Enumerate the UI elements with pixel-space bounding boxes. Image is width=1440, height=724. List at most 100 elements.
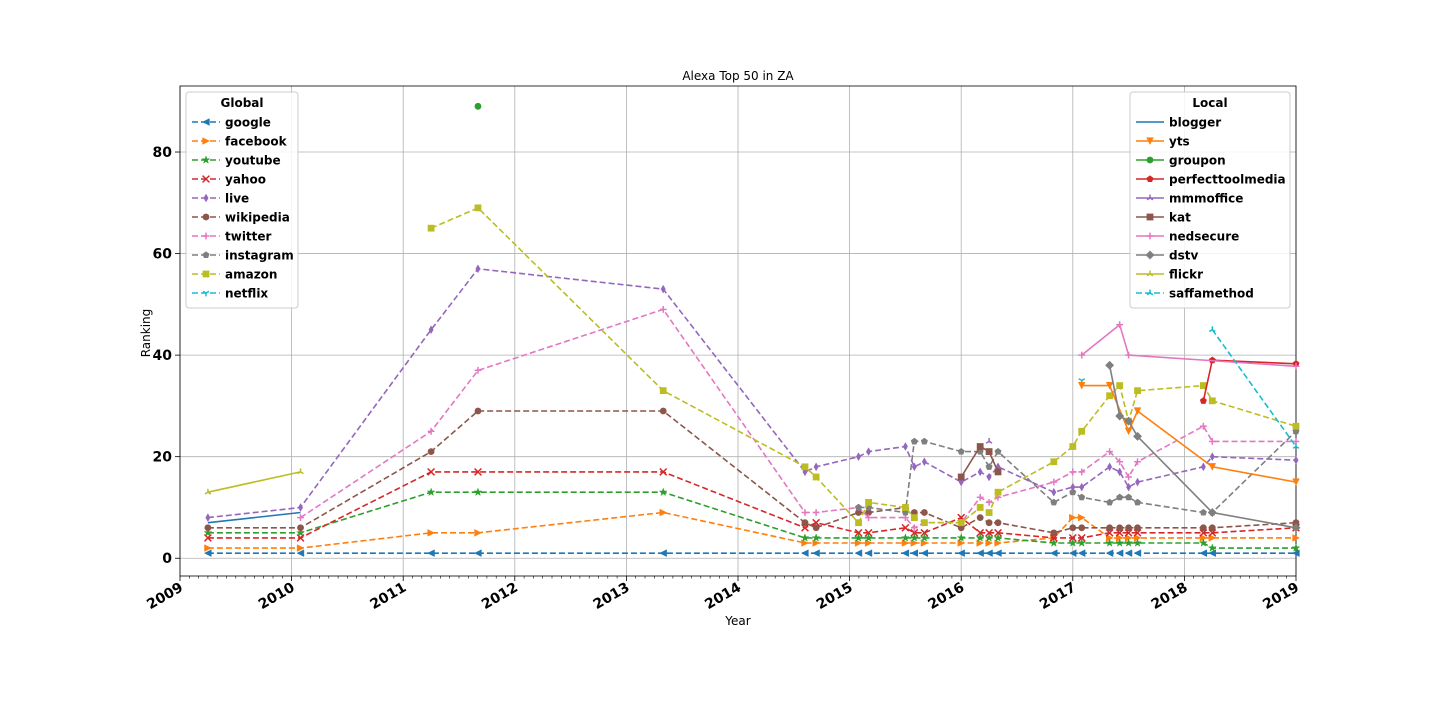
data-point-yahoo [910, 528, 919, 537]
data-point-kat [994, 468, 1002, 476]
data-point-facebook [1208, 534, 1217, 542]
data-point-yahoo [920, 528, 929, 537]
data-point-facebook [920, 539, 929, 547]
data-point-yahoo [854, 528, 863, 537]
series-groupon [474, 102, 482, 110]
data-point-flickr [300, 471, 304, 475]
data-point-amazon [1134, 387, 1141, 395]
series-blogger [207, 511, 301, 524]
data-point-amazon [1078, 427, 1086, 435]
legend-marker-flickr [1146, 273, 1151, 277]
data-point-google [659, 549, 667, 557]
data-point-youtube [426, 487, 436, 497]
legend-marker-netflix [202, 290, 207, 294]
data-point-dstv [1132, 431, 1143, 441]
legend-box [1129, 91, 1291, 309]
data-point-youtube [1198, 538, 1208, 547]
series-saffamethod [1208, 326, 1300, 449]
legend-title: Global [220, 96, 263, 110]
legend-label-amazon: amazon [225, 268, 277, 282]
legend-global: Global google facebook youtube yahoo live wiki… [185, 91, 299, 309]
data-point-dstv [1105, 360, 1115, 370]
y-tick-label: 20 [153, 450, 173, 466]
data-point-instagram [1078, 493, 1086, 501]
data-point-wikipedia [865, 509, 872, 516]
data-point-google [1124, 549, 1133, 557]
data-point-amazon [1292, 422, 1300, 430]
data-point-youtube [800, 533, 810, 542]
data-point-live [813, 462, 819, 472]
series-instagram [855, 427, 1300, 516]
legend-marker-yahoo [202, 175, 210, 183]
legend-marker-flickr [1149, 273, 1154, 277]
legend-marker-dstv [1145, 250, 1155, 260]
data-point-live [1209, 452, 1215, 462]
legend-label-kat: kat [1169, 211, 1191, 225]
data-point-google [920, 549, 929, 557]
data-point-wikipedia [985, 519, 993, 527]
data-point-facebook [901, 539, 910, 547]
data-point-youtube [1115, 538, 1125, 547]
series-layer [203, 102, 1301, 557]
data-point-youtube [1132, 538, 1143, 547]
series-line-yahoo [207, 471, 1297, 539]
data-point-amazon [659, 387, 667, 395]
data-point-yahoo [1199, 528, 1208, 537]
legend-label-youtube: youtube [225, 154, 281, 168]
data-point-youtube [1207, 543, 1217, 552]
data-point-live [856, 452, 862, 462]
series-line-kat [960, 445, 999, 478]
data-point-amazon [1116, 382, 1124, 389]
data-point-amazon [1208, 397, 1216, 405]
data-point-saffamethod [1292, 445, 1297, 449]
data-point-yts [1105, 381, 1114, 390]
data-point-wikipedia [920, 509, 928, 516]
data-point-wikipedia [1069, 524, 1077, 532]
data-point-instagram [855, 503, 863, 511]
data-point-google [985, 549, 993, 557]
data-point-kat [976, 443, 984, 450]
data-point-netflix [1078, 378, 1083, 382]
legend-label-dstv: dstv [1169, 249, 1198, 263]
data-point-facebook [296, 544, 305, 552]
legend-label-wikipedia: wikipedia [225, 211, 290, 225]
data-point-yahoo [203, 533, 212, 542]
data-point-amazon [1106, 392, 1114, 400]
legend-marker-perfecttoolmedia [1146, 175, 1154, 183]
data-point-yahoo [296, 533, 305, 542]
data-point-amazon [994, 488, 1002, 496]
data-point-yahoo [812, 518, 821, 527]
data-point-youtube [658, 487, 668, 497]
data-point-youtube [811, 533, 821, 542]
data-point-instagram [1125, 493, 1133, 501]
data-point-live [977, 467, 983, 477]
data-point-flickr [297, 471, 301, 475]
data-point-saffamethod [1208, 329, 1213, 333]
series-line-nedsecure [1081, 323, 1297, 368]
data-point-facebook [204, 544, 212, 552]
data-point-google [812, 549, 820, 557]
legend-label-netflix: netflix [225, 287, 268, 301]
y-axis-title: Ranking [139, 309, 153, 358]
data-point-yahoo [901, 523, 910, 532]
data-point-amazon [985, 509, 993, 516]
data-point-yahoo [985, 528, 994, 537]
data-point-wikipedia [474, 407, 482, 415]
data-point-instagram [1199, 508, 1207, 516]
data-point-google [1068, 549, 1077, 557]
data-point-youtube [203, 528, 213, 537]
data-point-yahoo [1105, 528, 1114, 537]
series-kat [957, 443, 1002, 481]
data-point-perfecttoolmedia [1199, 397, 1207, 404]
data-point-yahoo [801, 523, 809, 532]
legend-label-perfecttoolmedia: perfecttoolmedia [1169, 173, 1286, 187]
data-point-dstv [1115, 411, 1125, 421]
data-point-wikipedia [427, 448, 435, 455]
data-point-amazon [976, 504, 984, 511]
data-point-saffamethod [1211, 329, 1216, 333]
y-tick-label: 0 [162, 551, 172, 567]
data-point-instagram [1106, 498, 1114, 506]
data-point-yahoo [1049, 533, 1058, 542]
data-point-facebook [957, 539, 966, 547]
